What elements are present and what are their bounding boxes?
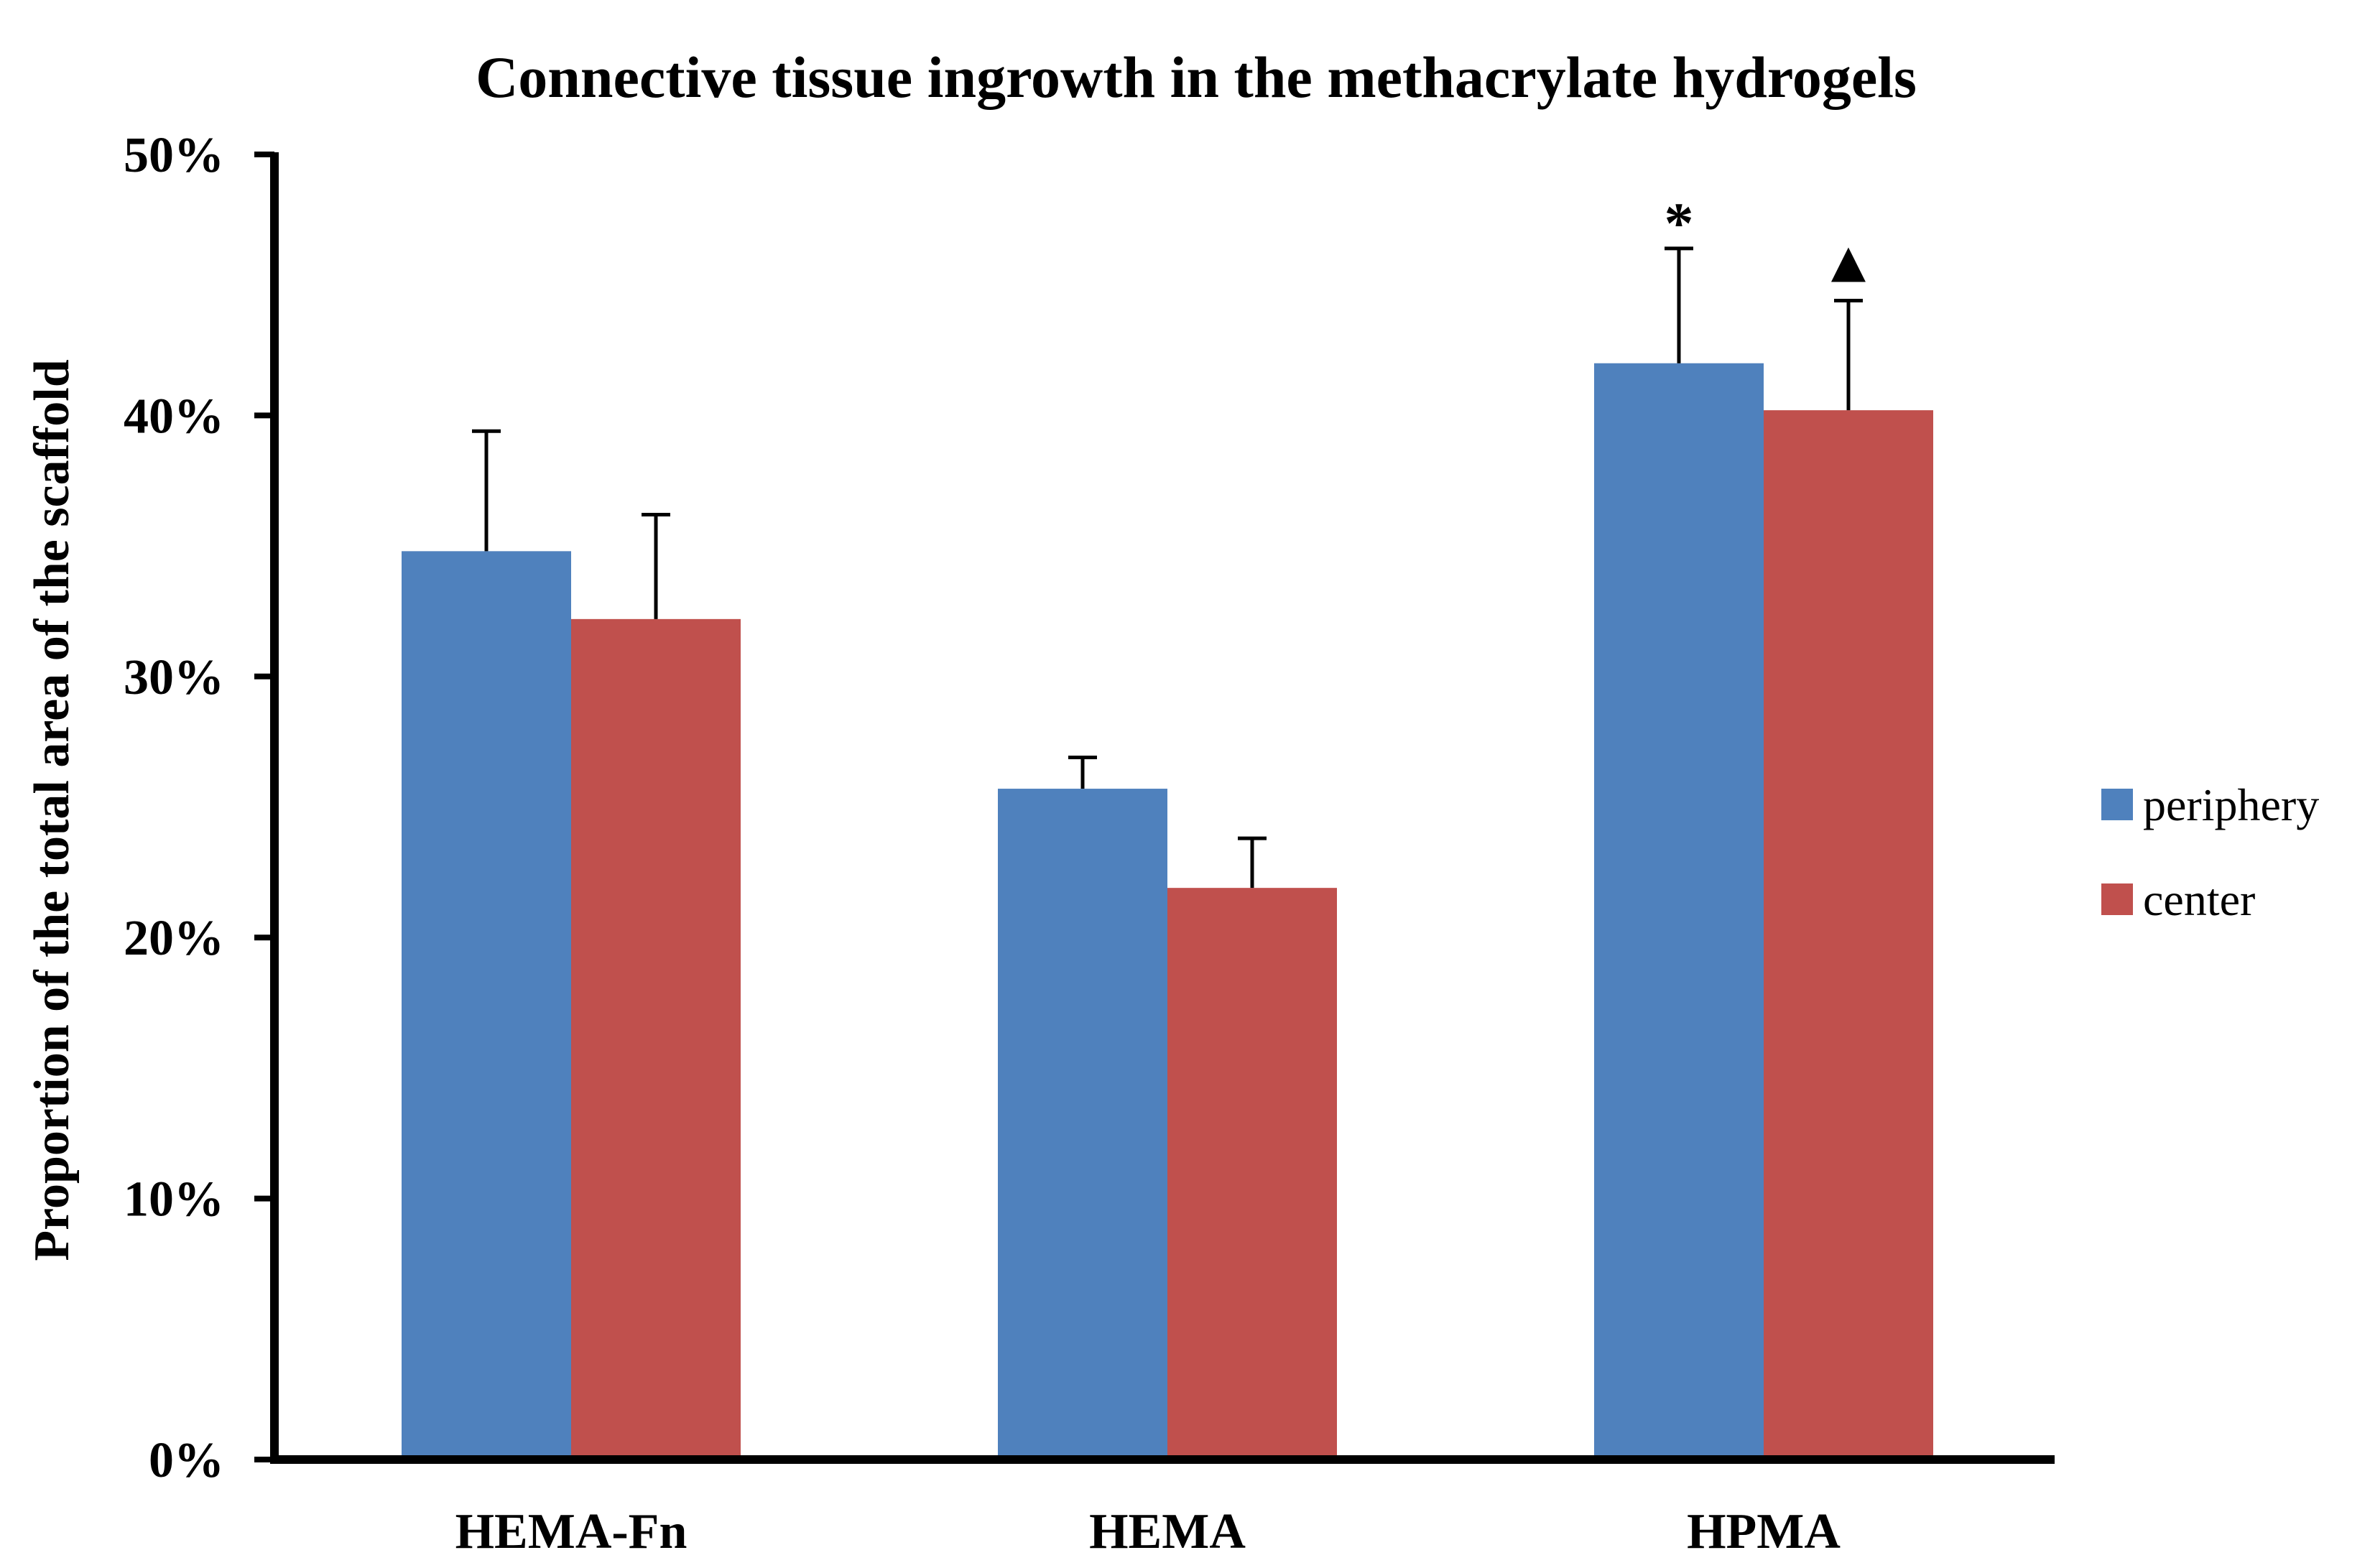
bar-periphery-HPMA: [1594, 363, 1764, 1460]
bar-center-HEMA: [1167, 888, 1337, 1460]
y-tick-label-30: 30%: [124, 650, 224, 705]
y-tick-label-10: 10%: [124, 1172, 224, 1228]
legend-swatch-center: [2101, 883, 2133, 915]
bar-center-HPMA: [1764, 410, 1933, 1460]
y-axis-label: Proportion of the total area of the scaf…: [24, 359, 80, 1261]
x-tick-label-HEMA-Fn: HEMA-Fn: [455, 1504, 688, 1559]
legend-swatch-periphery: [2101, 789, 2133, 820]
significance-marker-center-HPMA: ▲: [1819, 230, 1877, 295]
bar-periphery-HEMA: [998, 789, 1167, 1460]
x-tick-label-HPMA: HPMA: [1687, 1504, 1841, 1559]
chart-title: Connective tissue ingrowth in the methac…: [476, 45, 1917, 110]
x-tick-label-HEMA: HEMA: [1089, 1504, 1246, 1559]
bar-center-HEMA-Fn: [571, 618, 741, 1460]
y-tick-label-0: 0%: [149, 1433, 224, 1488]
legend-label-center: center: [2143, 874, 2255, 925]
significance-marker-periphery-HPMA: *: [1665, 190, 1694, 256]
y-tick-label-20: 20%: [124, 911, 224, 966]
legend: periphery center: [2101, 779, 2319, 925]
legend-label-periphery: periphery: [2143, 779, 2319, 830]
y-tick-label-40: 40%: [124, 389, 224, 444]
bar-periphery-HEMA-Fn: [402, 551, 571, 1460]
plot-area: * ▲ 0% 10% 20% 30% 40% 50% HEMA-Fn HEMA HPMA: [124, 128, 2055, 1559]
y-tick-label-50: 50%: [124, 128, 224, 183]
